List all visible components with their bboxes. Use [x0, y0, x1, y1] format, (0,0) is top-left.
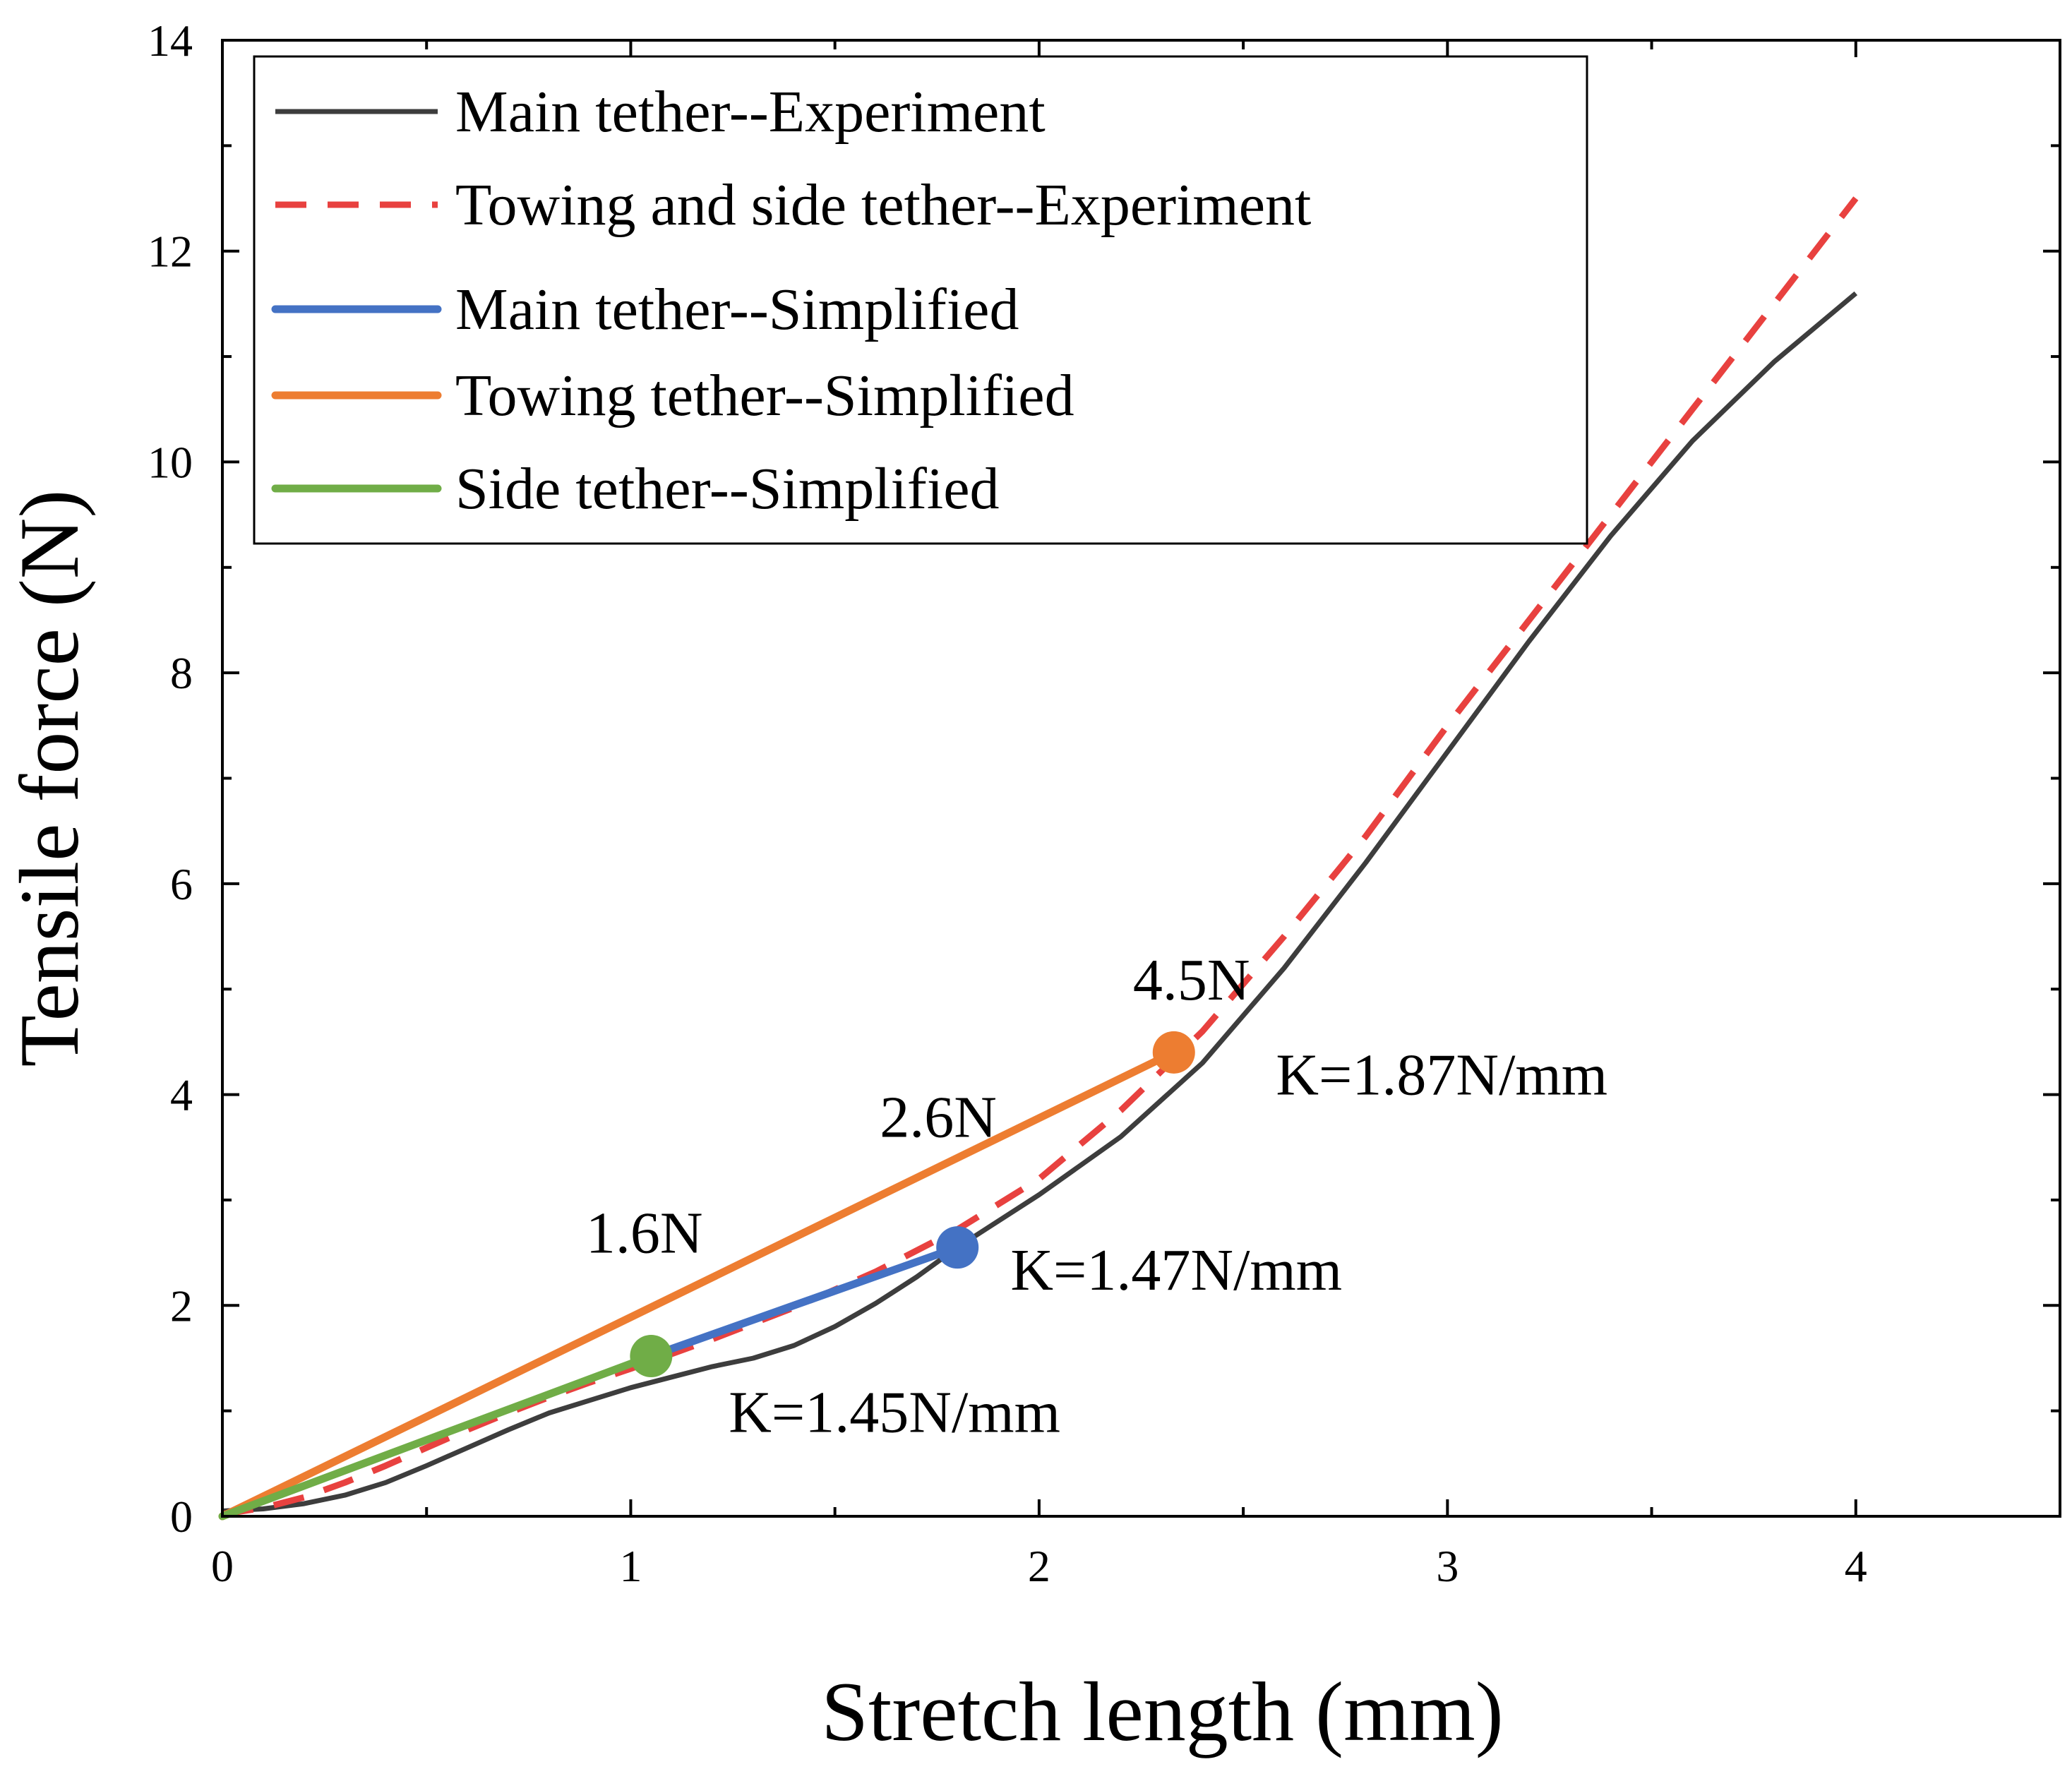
x-tick-label: 4: [1845, 1541, 1867, 1591]
annotation-label: 4.5N: [1133, 947, 1250, 1013]
y-axis-title: Tensile force (N): [2, 490, 96, 1067]
plot-frame: [221, 39, 2061, 1518]
legend-label-0: Main tether--Experiment: [455, 79, 1046, 145]
x-tick-label: 1: [619, 1541, 642, 1591]
annotation-label: K=1.45N/mm: [729, 1380, 1060, 1446]
legend-label-1: Towing and side tether--Experiment: [455, 172, 1311, 238]
annotation-label: K=1.47N/mm: [1010, 1237, 1342, 1303]
x-tick-label: 2: [1028, 1541, 1050, 1591]
legend-label-2: Main tether--Simplified: [455, 277, 1019, 342]
legend-box: [253, 55, 1588, 545]
plot-annotations: 4.5N 2.6N 1.6N K=1.87N/mm K=1.47N/mm K=1.45N/…: [586, 947, 1607, 1445]
legend: Main tether--Experiment Towing and side t…: [253, 55, 1588, 545]
y-tick-label: 12: [148, 227, 193, 277]
series-line-2: [647, 1243, 962, 1360]
orange-point: [1152, 1031, 1195, 1074]
y-tick-label: 2: [170, 1281, 193, 1331]
y-tick-label: 8: [170, 648, 193, 698]
annotation-label: 1.6N: [586, 1201, 703, 1266]
annotation-label: K=1.87N/mm: [1276, 1043, 1607, 1108]
y-tick-label: 0: [170, 1492, 193, 1542]
y-tick-label: 10: [148, 437, 193, 487]
y-tick-label: 14: [148, 16, 193, 66]
green-point: [630, 1334, 673, 1377]
annotation-label: 2.6N: [880, 1084, 997, 1150]
plot-markers: [630, 1031, 1195, 1377]
blue-point: [936, 1226, 979, 1269]
x-tick-label: 0: [211, 1541, 234, 1591]
series-line-4: [218, 1352, 655, 1521]
series-line-0: [222, 291, 1858, 1513]
x-tick-label: 3: [1436, 1541, 1459, 1591]
y-tick-label: 6: [170, 859, 193, 909]
plot-series: [218, 196, 1859, 1521]
legend-label-3: Towing tether--Simplified: [455, 363, 1074, 428]
x-axis-title: Stretch length (mm): [821, 1665, 1503, 1758]
series-line-3: [218, 1048, 1178, 1521]
legend-label-4: Side tether--Simplified: [455, 456, 999, 522]
y-tick-label: 4: [170, 1070, 193, 1120]
